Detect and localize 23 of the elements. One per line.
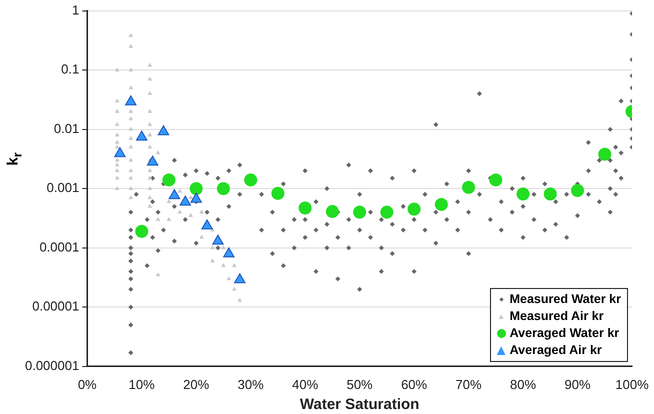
- x-tick-label: 80%: [510, 376, 536, 392]
- x-axis-title: Water Saturation: [300, 396, 420, 414]
- x-tick-label: 0%: [78, 376, 98, 392]
- x-tick-label: 20%: [183, 376, 210, 392]
- x-tick-label: 100%: [615, 376, 650, 392]
- y-tick-label: 0.001: [46, 180, 80, 196]
- y-tick-label: 0.0001: [39, 239, 80, 254]
- legend-label: Measured Water kr: [510, 291, 621, 308]
- y-tick-label: 0.000001: [24, 358, 80, 373]
- legend-label: Measured Air kr: [510, 308, 604, 326]
- x-tick-label: 40%: [292, 376, 319, 392]
- y-tick-label: 0.1: [61, 62, 80, 77]
- x-tick-label: 30%: [238, 376, 264, 392]
- y-tick-label: 1: [72, 2, 80, 18]
- y-tick-label: 0.01: [54, 120, 80, 136]
- x-tick-label: 50%: [346, 376, 374, 392]
- x-tick-label: 10%: [128, 376, 156, 392]
- x-tick-label: 70%: [456, 376, 482, 392]
- legend-label: Averaged Water kr: [510, 325, 620, 342]
- legend-label: Averaged Air kr: [510, 342, 602, 360]
- x-tick-label: 90%: [564, 376, 591, 392]
- x-tick-label: 60%: [401, 376, 428, 392]
- y-tick-label: 0.00001: [32, 298, 80, 314]
